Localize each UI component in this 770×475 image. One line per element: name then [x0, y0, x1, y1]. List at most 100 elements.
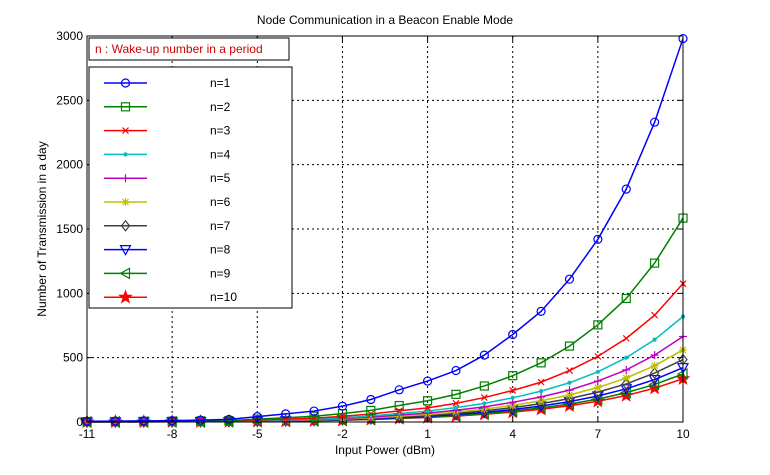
point-marker-circle — [650, 117, 660, 127]
point-marker-circle — [621, 184, 631, 194]
point-marker-dot — [453, 405, 459, 410]
point-marker-square — [120, 102, 131, 112]
point-marker-triangle-left — [648, 378, 660, 391]
point-marker-square — [593, 320, 603, 330]
point-marker-star — [622, 373, 631, 382]
legend-item[interactable]: n=1 — [104, 76, 231, 90]
point-marker-square — [394, 400, 404, 411]
point-marker-plus — [537, 392, 546, 401]
legend-label: n=2 — [210, 100, 231, 114]
point-marker-circle — [281, 409, 291, 419]
legend-box[interactable] — [88, 66, 293, 309]
x-tick-label: -8 — [167, 427, 178, 441]
legend-label: n=10 — [210, 290, 237, 304]
point-marker-dot — [624, 355, 629, 360]
point-marker-dot — [397, 411, 402, 416]
point-marker-plus — [593, 377, 602, 386]
legend-item[interactable]: n=8 — [104, 243, 231, 257]
point-marker-plus — [121, 174, 130, 183]
point-marker-circle — [451, 365, 461, 376]
legend-item[interactable]: n=5 — [104, 171, 231, 185]
point-marker-triangle-down — [620, 384, 633, 396]
point-marker-star — [593, 383, 602, 392]
point-marker-plus — [622, 365, 631, 374]
y-axis-label: Number of Transmission in a day — [35, 141, 49, 316]
point-marker-circle — [422, 376, 433, 386]
x-tick-label: 10 — [676, 427, 690, 441]
point-marker-square — [366, 405, 376, 416]
point-marker-dot — [567, 380, 572, 385]
point-marker-circle — [366, 394, 376, 405]
y-tick-label: 500 — [63, 351, 83, 365]
point-marker-circle — [224, 414, 234, 425]
point-marker-square — [479, 381, 489, 391]
point-marker-circle — [564, 274, 575, 284]
y-tick-label: 0 — [76, 415, 83, 429]
point-marker-diamond — [110, 415, 121, 428]
point-marker-circle — [536, 306, 546, 316]
axis-ticks: -11 -8 -5 -2 1 4 7 10 0 500 1000 1500 2000 2500 3000 — [56, 29, 690, 441]
legend-label: n=3 — [210, 124, 231, 138]
x-tick-label: -11 — [79, 427, 96, 441]
point-marker-dot — [482, 401, 487, 406]
point-marker-square — [650, 258, 660, 268]
point-marker-x — [509, 387, 517, 394]
series-n=1 — [82, 33, 688, 426]
legend[interactable]: n=1 n=2 n=3 n=4 n=5 n=6 n=7 n=8 n=9 n=10 — [104, 76, 237, 304]
legend-item[interactable]: n=7 — [104, 219, 231, 233]
legend-label: n=7 — [210, 219, 231, 233]
point-marker-circle — [479, 350, 489, 360]
point-marker-triangle-down — [648, 374, 661, 386]
point-marker-square — [621, 293, 631, 304]
legend-label: n=9 — [210, 266, 231, 280]
x-axis-label: Input Power (dBm) — [335, 443, 435, 457]
point-marker-x — [594, 352, 602, 360]
point-marker-dot — [652, 337, 657, 342]
point-marker-triangle-down — [119, 245, 132, 256]
y-tick-label: 2500 — [56, 93, 83, 107]
legend-item[interactable]: n=3 — [104, 124, 231, 138]
legend-item[interactable]: n=4 — [104, 147, 231, 161]
series-line — [86, 217, 684, 423]
point-marker-dot — [538, 389, 544, 394]
point-marker-square — [451, 389, 461, 399]
annotation-text: n : Wake-up number in a period — [95, 42, 263, 56]
point-marker-pentagram — [118, 289, 133, 304]
x-tick-label: 1 — [424, 427, 431, 441]
point-marker-plus — [565, 386, 574, 395]
legend-label: n=4 — [210, 147, 231, 161]
y-tick-label: 2000 — [56, 158, 83, 172]
legend-label: n=1 — [210, 76, 231, 90]
y-tick-label: 1000 — [56, 286, 83, 300]
legend-item[interactable]: n=2 — [104, 100, 231, 114]
legend-label: n=6 — [210, 195, 231, 209]
y-tick-label: 3000 — [56, 29, 83, 43]
point-marker-circle — [309, 406, 319, 416]
point-marker-diamond — [120, 219, 131, 232]
legend-label: n=5 — [210, 171, 231, 185]
point-marker-circle — [110, 416, 120, 426]
annotation-box — [88, 37, 290, 61]
point-marker-triangle-left — [119, 267, 131, 280]
point-marker-square — [252, 414, 262, 424]
point-marker-x — [424, 404, 431, 412]
point-marker-circle — [337, 401, 348, 411]
point-marker-circle — [508, 329, 518, 340]
point-marker-x — [537, 378, 545, 386]
legend-item[interactable]: n=6 — [104, 195, 231, 209]
point-marker-x — [122, 127, 129, 135]
x-tick-label: -5 — [252, 427, 263, 441]
x-tick-label: 4 — [509, 427, 516, 441]
point-marker-plus — [650, 351, 659, 360]
point-marker-diamond — [649, 367, 660, 380]
legend-item[interactable]: n=10 — [104, 289, 237, 304]
point-marker-square — [564, 341, 575, 351]
chart-title: Node Communication in a Beacon Enable Mo… — [257, 13, 513, 27]
point-marker-x — [622, 334, 630, 342]
point-marker-square — [536, 358, 546, 368]
point-marker-x — [566, 367, 573, 374]
y-tick-label: 1500 — [56, 222, 83, 236]
legend-label: n=8 — [210, 243, 231, 257]
legend-item[interactable]: n=9 — [104, 266, 231, 280]
